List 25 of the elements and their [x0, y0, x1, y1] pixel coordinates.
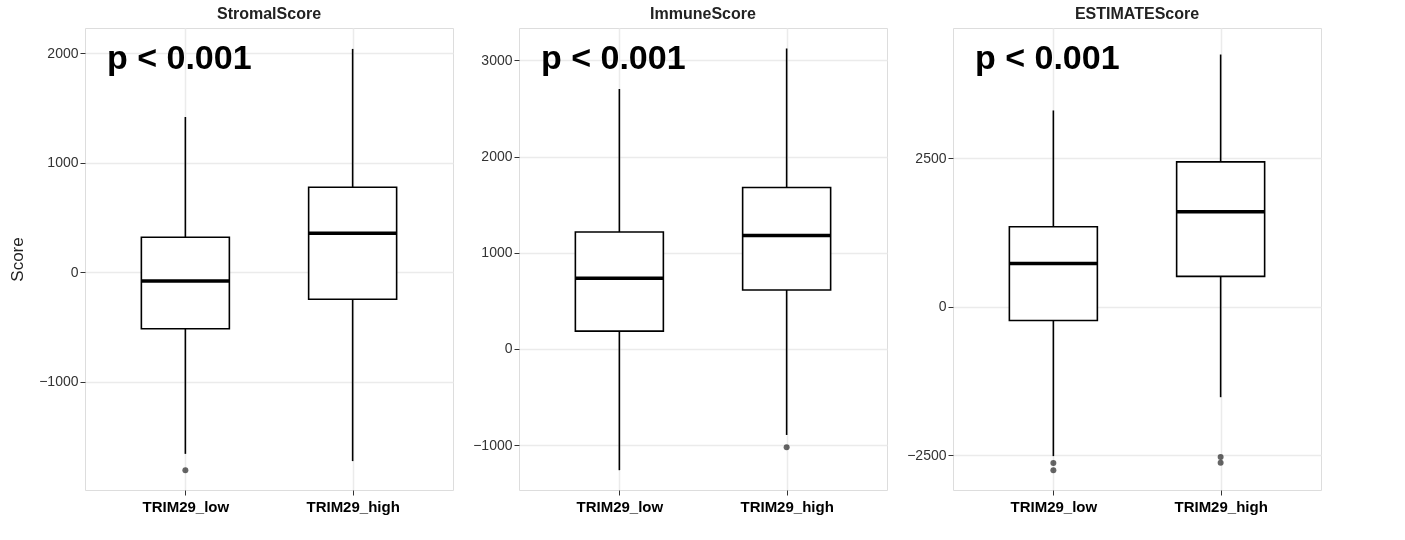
x-tick-label: TRIM29_low	[142, 497, 230, 515]
y-tick-label: 1000	[47, 154, 79, 171]
y-tick-label: −1000	[39, 373, 79, 390]
y-tick-label: 2000	[481, 148, 513, 165]
x-tick-label: TRIM29_low	[1010, 497, 1098, 515]
chart-title: StromalScore	[216, 5, 322, 22]
x-tick-label: TRIM29_low	[576, 497, 664, 515]
y-tick-label: 2500	[915, 149, 947, 166]
annotation: p < 0.001	[975, 38, 1120, 76]
y-tick-label: −2500	[907, 446, 947, 463]
chart-title: ImmuneScore	[650, 5, 757, 22]
y-tick-label: 2000	[47, 44, 79, 61]
y-tick-label: 1000	[481, 244, 513, 261]
annotation: p < 0.001	[107, 38, 252, 76]
y-tick-label: −1000	[473, 436, 513, 453]
chart-title: ESTIMATEScore	[1074, 5, 1200, 22]
y-axis-title: Score	[8, 237, 28, 282]
y-tick-label: 0	[70, 263, 79, 280]
x-tick-label: TRIM29_high	[1174, 497, 1268, 515]
x-tick-label: TRIM29_high	[740, 497, 834, 515]
y-tick-label: 3000	[481, 51, 513, 68]
y-tick-label: 0	[504, 340, 513, 357]
x-tick-label: TRIM29_high	[306, 497, 400, 515]
annotation: p < 0.001	[541, 38, 686, 76]
y-tick-label: 0	[938, 298, 947, 315]
